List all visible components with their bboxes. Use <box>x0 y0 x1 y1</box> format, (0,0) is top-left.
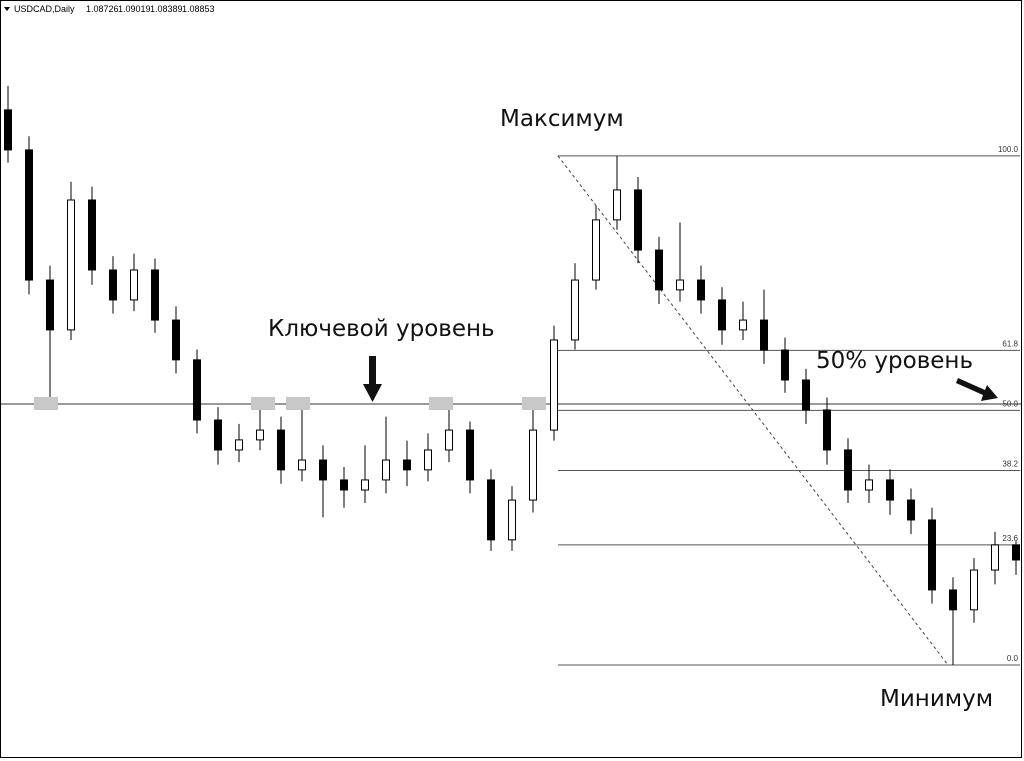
candle-body <box>823 409 831 451</box>
touch-box <box>286 397 310 410</box>
candle-body <box>340 479 348 491</box>
candle-body <box>928 519 936 591</box>
fib-label: 100.0 <box>998 145 1019 154</box>
candle-body <box>298 459 306 471</box>
candle-body <box>46 279 54 331</box>
ohlc-value: 1.09019 <box>118 4 151 14</box>
ohlc-values: 1.08726 1.09019 1.08389 1.08853 <box>86 4 215 14</box>
touch-box <box>429 397 453 410</box>
candle-body <box>949 589 957 611</box>
candle-body <box>907 499 915 521</box>
candle-body <box>466 429 474 481</box>
annotation: Ключевой уровень <box>268 316 495 342</box>
candle-body <box>991 544 999 571</box>
candle-body <box>844 449 852 491</box>
annotation: Минимум <box>880 686 993 712</box>
candle-body <box>67 199 75 331</box>
candle-body <box>382 459 390 481</box>
candle-body <box>109 269 117 301</box>
candle-body <box>487 479 495 541</box>
touch-box <box>34 397 58 410</box>
arrow <box>363 356 382 402</box>
arrow <box>956 378 998 401</box>
candle-body <box>130 269 138 301</box>
symbol: USDCAD,Daily <box>14 4 75 14</box>
candle-body <box>970 569 978 611</box>
ohlc-value: 1.08853 <box>182 4 215 14</box>
candle-body <box>571 279 579 341</box>
touch-box <box>251 397 275 410</box>
candle-body <box>613 189 621 221</box>
annotation: 50% уровень <box>816 348 973 374</box>
annotation: Максимум <box>500 106 624 132</box>
touch-box <box>522 397 546 410</box>
candle-body <box>802 379 810 411</box>
candle-body <box>25 149 33 281</box>
candle-body <box>277 429 285 471</box>
ohlc-value: 1.08389 <box>150 4 183 14</box>
candle-body <box>193 359 201 421</box>
candle-body <box>634 189 642 251</box>
candle-body <box>760 319 768 351</box>
candle-body <box>592 219 600 281</box>
candle-body <box>697 279 705 301</box>
candle-body <box>886 479 894 501</box>
candle-body <box>676 279 684 291</box>
candle-body <box>529 429 537 501</box>
candle-body <box>739 319 747 331</box>
candle-body <box>445 429 453 451</box>
fib-label: 61.8 <box>1002 339 1018 348</box>
candle-body <box>214 419 222 451</box>
candle-body <box>235 439 243 451</box>
candle-body <box>718 299 726 331</box>
candle-body <box>550 339 558 431</box>
candle-body <box>88 199 96 271</box>
menu-arrow[interactable] <box>4 7 10 11</box>
candle-body <box>4 109 12 151</box>
candle-body <box>256 429 264 441</box>
candle-body <box>361 479 369 491</box>
candle-body <box>781 349 789 381</box>
candle-body <box>172 319 180 361</box>
candle-body <box>403 459 411 471</box>
fib-label: 38.2 <box>1002 459 1018 468</box>
candle-body <box>319 459 327 481</box>
candle-body <box>655 249 663 291</box>
fib-label: 50.0 <box>1002 399 1018 408</box>
candle-body <box>424 449 432 471</box>
candle-body <box>151 269 159 321</box>
fib-label: 23.6 <box>1002 534 1018 543</box>
fib-label: 0.0 <box>1007 654 1019 663</box>
candle-body <box>508 499 516 541</box>
plot: 100.0 61.8 50.0 38.2 23.6 0.0 <box>1 85 1021 666</box>
candle-body <box>865 479 873 491</box>
ohlc-value: 1.08726 <box>86 4 119 14</box>
candle-body <box>1012 544 1020 561</box>
